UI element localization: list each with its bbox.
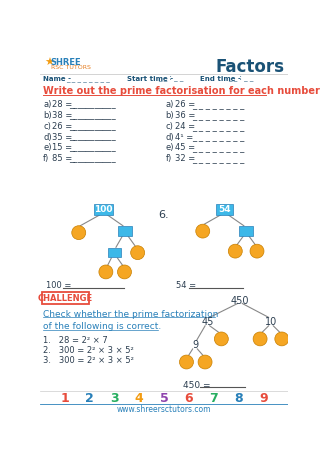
Circle shape <box>196 224 210 238</box>
Text: 450: 450 <box>231 296 249 306</box>
FancyBboxPatch shape <box>118 226 132 236</box>
Text: 35 =: 35 = <box>52 132 73 142</box>
Text: 45: 45 <box>201 317 213 327</box>
Text: 45 =: 45 = <box>175 144 195 152</box>
Text: 15 =: 15 = <box>52 144 73 152</box>
Text: e): e) <box>43 144 52 152</box>
Text: 36 =: 36 = <box>175 111 195 120</box>
Text: c): c) <box>43 122 51 131</box>
Text: 2.   300 = 2² × 3 × 5²: 2. 300 = 2² × 3 × 5² <box>43 346 134 355</box>
Text: ★: ★ <box>44 58 54 68</box>
Text: ___________: ___________ <box>69 100 116 109</box>
Text: f): f) <box>43 154 49 163</box>
Text: a): a) <box>43 100 52 109</box>
Text: Write out the prime factorisation for each number:: Write out the prime factorisation for ea… <box>43 87 320 96</box>
Text: 1.   28 = 2² × 7: 1. 28 = 2² × 7 <box>43 336 108 345</box>
Text: ___________: ___________ <box>69 154 116 163</box>
Text: _ _ : _ _: _ _ : _ _ <box>228 76 254 82</box>
Text: 4¹ =: 4¹ = <box>175 132 193 142</box>
Text: CHALLENGE: CHALLENGE <box>38 294 93 303</box>
FancyBboxPatch shape <box>108 248 121 257</box>
Text: _ _ _ _ _ _ _ _: _ _ _ _ _ _ _ _ <box>192 132 244 142</box>
Text: e): e) <box>165 144 174 152</box>
FancyBboxPatch shape <box>94 204 113 215</box>
Text: End time -: End time - <box>200 76 241 82</box>
Text: ___________: ___________ <box>69 132 116 142</box>
Circle shape <box>275 332 289 346</box>
Text: 6.: 6. <box>159 210 169 219</box>
Text: 54: 54 <box>218 205 231 214</box>
Text: f): f) <box>165 154 172 163</box>
Text: Factors: Factors <box>215 58 284 76</box>
Text: 28 =: 28 = <box>52 100 73 109</box>
Text: 10: 10 <box>265 317 277 327</box>
Text: of the following is correct.: of the following is correct. <box>43 322 161 331</box>
Text: _ _ _ _ _ _ _ _: _ _ _ _ _ _ _ _ <box>192 144 244 152</box>
Text: www.shreersctutors.com: www.shreersctutors.com <box>117 405 211 414</box>
Text: 6: 6 <box>185 392 193 405</box>
Circle shape <box>99 265 113 279</box>
Text: Start time -: Start time - <box>127 76 173 82</box>
Circle shape <box>117 265 132 279</box>
Text: ___________: ___________ <box>69 111 116 120</box>
Text: 24 =: 24 = <box>175 122 195 131</box>
Text: _ _ : _ _: _ _ : _ _ <box>158 76 183 82</box>
FancyBboxPatch shape <box>216 204 233 215</box>
Text: 26 =: 26 = <box>175 100 195 109</box>
Text: 100: 100 <box>94 205 113 214</box>
Text: ___________: ___________ <box>69 144 116 152</box>
Text: d): d) <box>165 132 174 142</box>
Text: RSC TUTORS: RSC TUTORS <box>51 65 91 70</box>
Text: 32 =: 32 = <box>175 154 195 163</box>
Text: _ _ _ _ _ _ _ _: _ _ _ _ _ _ _ _ <box>192 154 244 163</box>
Text: 9: 9 <box>259 392 268 405</box>
Circle shape <box>250 244 264 258</box>
Circle shape <box>180 355 194 369</box>
Text: _ _ _ _ _ _ _ _: _ _ _ _ _ _ _ _ <box>192 122 244 131</box>
Circle shape <box>198 355 212 369</box>
Text: b): b) <box>43 111 52 120</box>
Text: a): a) <box>165 100 174 109</box>
Circle shape <box>253 332 267 346</box>
Text: 2: 2 <box>85 392 94 405</box>
Text: 54 =: 54 = <box>176 281 196 290</box>
Text: _ _ _ _ _ _ _ _: _ _ _ _ _ _ _ _ <box>66 76 110 82</box>
FancyBboxPatch shape <box>239 226 253 236</box>
Circle shape <box>131 246 145 260</box>
Text: ___________: ___________ <box>69 122 116 131</box>
Text: Name -: Name - <box>43 76 71 82</box>
Text: Check whether the prime factorization: Check whether the prime factorization <box>43 310 219 319</box>
Circle shape <box>228 244 242 258</box>
Text: SHREE: SHREE <box>51 58 82 67</box>
Text: 100 =: 100 = <box>46 281 72 290</box>
Text: 7: 7 <box>209 392 218 405</box>
Text: 85 =: 85 = <box>52 154 73 163</box>
Text: 9: 9 <box>192 340 198 350</box>
Text: c): c) <box>165 122 173 131</box>
Text: 4: 4 <box>135 392 144 405</box>
Text: 3: 3 <box>110 392 119 405</box>
Text: b): b) <box>165 111 174 120</box>
Text: 450 =: 450 = <box>183 381 211 389</box>
Text: 5: 5 <box>160 392 168 405</box>
Circle shape <box>72 226 86 239</box>
Text: 8: 8 <box>234 392 243 405</box>
Text: 1: 1 <box>60 392 69 405</box>
Text: d): d) <box>43 132 52 142</box>
Text: 38 =: 38 = <box>52 111 73 120</box>
FancyBboxPatch shape <box>42 292 89 304</box>
Circle shape <box>214 332 228 346</box>
Text: _ _ _ _ _ _ _ _: _ _ _ _ _ _ _ _ <box>192 100 244 109</box>
Text: _ _ _ _ _ _ _ _: _ _ _ _ _ _ _ _ <box>192 111 244 120</box>
Text: 26 =: 26 = <box>52 122 73 131</box>
Text: 3.   300 = 2² × 3 × 5²: 3. 300 = 2² × 3 × 5² <box>43 356 134 365</box>
